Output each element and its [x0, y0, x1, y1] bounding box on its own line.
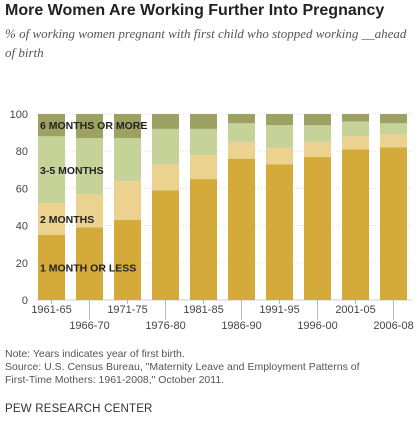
x-tick-label: 2001-05: [335, 304, 375, 316]
bar-segment: [38, 203, 65, 235]
stacked-bar-chart: 0 20 40 60 80 100 1961-65 1966-70 1971-75 1976-8…: [10, 109, 414, 332]
bar-segment: [38, 136, 65, 204]
bar-segment: [190, 154, 217, 180]
bar-segment: [76, 114, 103, 139]
chart-title: More Women Are Working Further Into Preg…: [5, 2, 385, 19]
source-text-line2: First-Time Mothers: 1961-2008," October …: [5, 374, 225, 386]
x-tick-label: 1971-75: [107, 304, 147, 316]
bar-segment: [304, 114, 331, 126]
bar-segment: [76, 193, 103, 228]
y-tick-label: 100: [10, 109, 28, 121]
bar-segment: [342, 114, 369, 122]
bar-segment: [228, 158, 255, 300]
bar-segment: [114, 138, 141, 181]
bar-segment: [76, 227, 103, 300]
source-text-line1: Source: U.S. Census Bureau, "Maternity L…: [5, 361, 360, 373]
series-labels: 1 MONTH OR LESS 2 MONTHS 3-5 MONTHS 6 MONTH…: [40, 120, 147, 274]
y-tick-label: 20: [16, 258, 28, 270]
bar-segment: [228, 123, 255, 142]
bar-segment: [266, 114, 293, 126]
note-text: Note: Years indicates year of first birt…: [5, 348, 185, 360]
bar-segment: [152, 190, 179, 300]
bar-segment: [304, 125, 331, 142]
bar-segment: [152, 114, 179, 129]
bar-segment: [342, 121, 369, 137]
x-tick-label: 1966-70: [69, 320, 109, 332]
series-label: 3-5 MONTHS: [40, 165, 104, 177]
bar-segment: [190, 114, 217, 129]
x-axis-tick-labels: 1961-65 1966-70 1971-75 1976-80 1981-85 1986-…: [31, 300, 414, 332]
bar-segment: [152, 164, 179, 191]
bar-segment: [304, 141, 331, 157]
bar-segment: [380, 123, 407, 135]
bar-segment: [342, 149, 369, 300]
y-axis-tick-labels: 0 20 40 60 80 100: [10, 109, 28, 307]
bar-segment: [304, 156, 331, 300]
y-tick-label: 40: [16, 221, 28, 233]
bar-segment: [76, 138, 103, 194]
chart-subtitle: % of working women pregnant with first c…: [5, 26, 407, 60]
bar-segment: [380, 147, 407, 300]
y-tick-label: 0: [22, 295, 28, 307]
x-tick-label: 1986-90: [221, 320, 261, 332]
bar-segment: [114, 180, 141, 221]
bar-segment: [380, 114, 407, 124]
y-tick-label: 60: [16, 183, 28, 195]
bar-segment: [190, 179, 217, 300]
bar-segment: [38, 114, 65, 137]
bar-segment: [114, 114, 141, 139]
x-tick-label: 1976-80: [145, 320, 185, 332]
y-tick-label: 80: [16, 146, 28, 158]
bar-segment: [114, 220, 141, 300]
bar-segment: [266, 164, 293, 300]
bar-segment: [152, 128, 179, 165]
bar-stacks: [38, 114, 407, 300]
bar-segment: [342, 136, 369, 150]
bar-segment: [228, 141, 255, 159]
x-tick-label: 2006-08: [373, 320, 413, 332]
series-label: 6 MONTHS OR MORE: [40, 120, 147, 132]
bar-segment: [266, 147, 293, 165]
footer-organization: PEW RESEARCH CENTER: [5, 403, 153, 415]
x-tick-label: 1961-65: [31, 304, 71, 316]
bar-segment: [228, 114, 255, 124]
x-tick-label: 1991-95: [259, 304, 299, 316]
bar-segment: [190, 128, 217, 155]
series-label: 1 MONTH OR LESS: [40, 262, 136, 274]
x-tick-label: 1996-00: [297, 320, 337, 332]
bar-segment: [380, 134, 407, 148]
bar-segment: [266, 125, 293, 148]
bar-segment: [38, 234, 65, 300]
series-label: 2 MONTHS: [40, 214, 94, 226]
x-tick-label: 1981-85: [183, 304, 223, 316]
